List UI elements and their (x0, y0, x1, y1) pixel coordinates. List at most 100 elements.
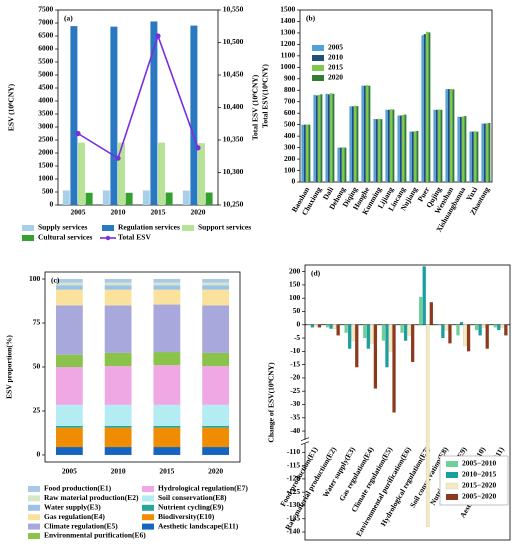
x-tick-label: 2005 (62, 467, 77, 476)
axis-break-mark (300, 437, 310, 442)
bar (497, 324, 501, 331)
legend-label: 2015−2020 (462, 481, 497, 490)
bar (481, 324, 486, 328)
bar (464, 116, 467, 182)
y-tick-label: 1300 (280, 28, 295, 37)
bar-segment (55, 447, 83, 455)
y-tick-label: 3500 (38, 109, 53, 118)
y2-tick-label: 10,350 (223, 135, 244, 144)
bar-segment (55, 427, 83, 448)
bar (444, 324, 449, 331)
bar (407, 324, 411, 336)
bar-segment (104, 352, 132, 367)
legend-label: Food production(E1) (44, 484, 112, 493)
bar (190, 25, 198, 205)
x-tick-label: 2010 (111, 208, 126, 217)
bar (385, 109, 388, 182)
y2-tick-label: 10,500 (223, 37, 244, 46)
y-axis-title: ESV (10⁸CNY) (7, 83, 16, 131)
bar (488, 122, 491, 182)
bar (363, 85, 366, 182)
bar (409, 131, 412, 182)
bar (351, 106, 354, 182)
bar (474, 131, 477, 182)
bar (419, 296, 423, 325)
y-tick-label: 200 (284, 154, 296, 163)
y-tick-label: -20 (290, 373, 300, 382)
bar (428, 32, 431, 182)
bar-segment (153, 427, 181, 448)
legend-swatch (312, 55, 324, 61)
bar (474, 324, 479, 331)
y2-tick-label: 10,400 (223, 102, 244, 111)
bar-segment (202, 305, 230, 353)
legend-label: Hydrological regulation(E7) (158, 484, 248, 493)
bar-segment (202, 282, 230, 286)
y-tick-label: 700 (284, 96, 296, 105)
bar (348, 324, 352, 349)
bar (327, 94, 330, 182)
legend-swatch (105, 235, 111, 241)
bar-segment (153, 289, 181, 305)
bar (102, 190, 110, 205)
bar-segment (104, 447, 132, 455)
line-marker (115, 155, 121, 161)
y-tick-label: -15 (290, 359, 300, 368)
bar (381, 324, 386, 341)
bar (308, 124, 311, 182)
y-tick-label: -130 (286, 500, 300, 509)
bar (378, 118, 381, 182)
bar (388, 324, 393, 352)
legend-label: Raw material production(E2) (44, 493, 139, 502)
legend-swatch (312, 75, 324, 81)
bar (78, 142, 85, 205)
bar (459, 322, 464, 325)
y-tick-label: 2500 (38, 135, 53, 144)
y-tick-label: 300 (284, 142, 296, 151)
line-marker (155, 33, 161, 39)
bar-segment (153, 404, 181, 426)
bar (463, 324, 467, 347)
bar (355, 324, 359, 368)
bar-segment (202, 447, 230, 455)
y-tick-label: 50 (293, 306, 301, 315)
bar (306, 124, 309, 182)
bar-segment (202, 289, 230, 306)
legend-swatch (312, 45, 324, 51)
panel-label: (d) (311, 269, 321, 278)
x-tick-label: 2015 (151, 208, 166, 217)
legend-label: Supply services (38, 223, 87, 232)
y-tick-label: -10 (290, 346, 300, 355)
y-tick-label: -125 (286, 487, 300, 496)
y-tick-label: 0 (36, 450, 40, 459)
bar-segment (104, 425, 132, 428)
bar (387, 109, 390, 182)
legend-swatch (142, 514, 154, 521)
panel-label: (c) (51, 276, 60, 285)
bar (422, 266, 426, 325)
bar (426, 31, 429, 182)
bar-segment (104, 282, 132, 286)
bar (336, 324, 340, 336)
bar (356, 106, 359, 182)
bar-segment (202, 425, 230, 428)
y-tick-label: 25 (33, 406, 41, 415)
line-series (77, 33, 199, 160)
bar (385, 324, 389, 368)
legend-label: 2005−2020 (462, 492, 497, 501)
y-tick-label: 4500 (38, 83, 53, 92)
bar (380, 119, 383, 182)
legend-label: 2010−2015 (462, 470, 497, 479)
bar (433, 109, 436, 182)
bar-segment (104, 427, 132, 448)
bar (330, 93, 333, 182)
y-tick-label: 1500 (280, 5, 295, 14)
bar (373, 118, 376, 182)
bar (315, 95, 318, 182)
bar-segment (55, 282, 83, 286)
bar (481, 123, 484, 182)
bar-segment (202, 404, 230, 426)
legend-swatch (22, 225, 34, 231)
legend-label: Nutrient cycling(E9) (158, 503, 224, 512)
bar (198, 143, 205, 205)
